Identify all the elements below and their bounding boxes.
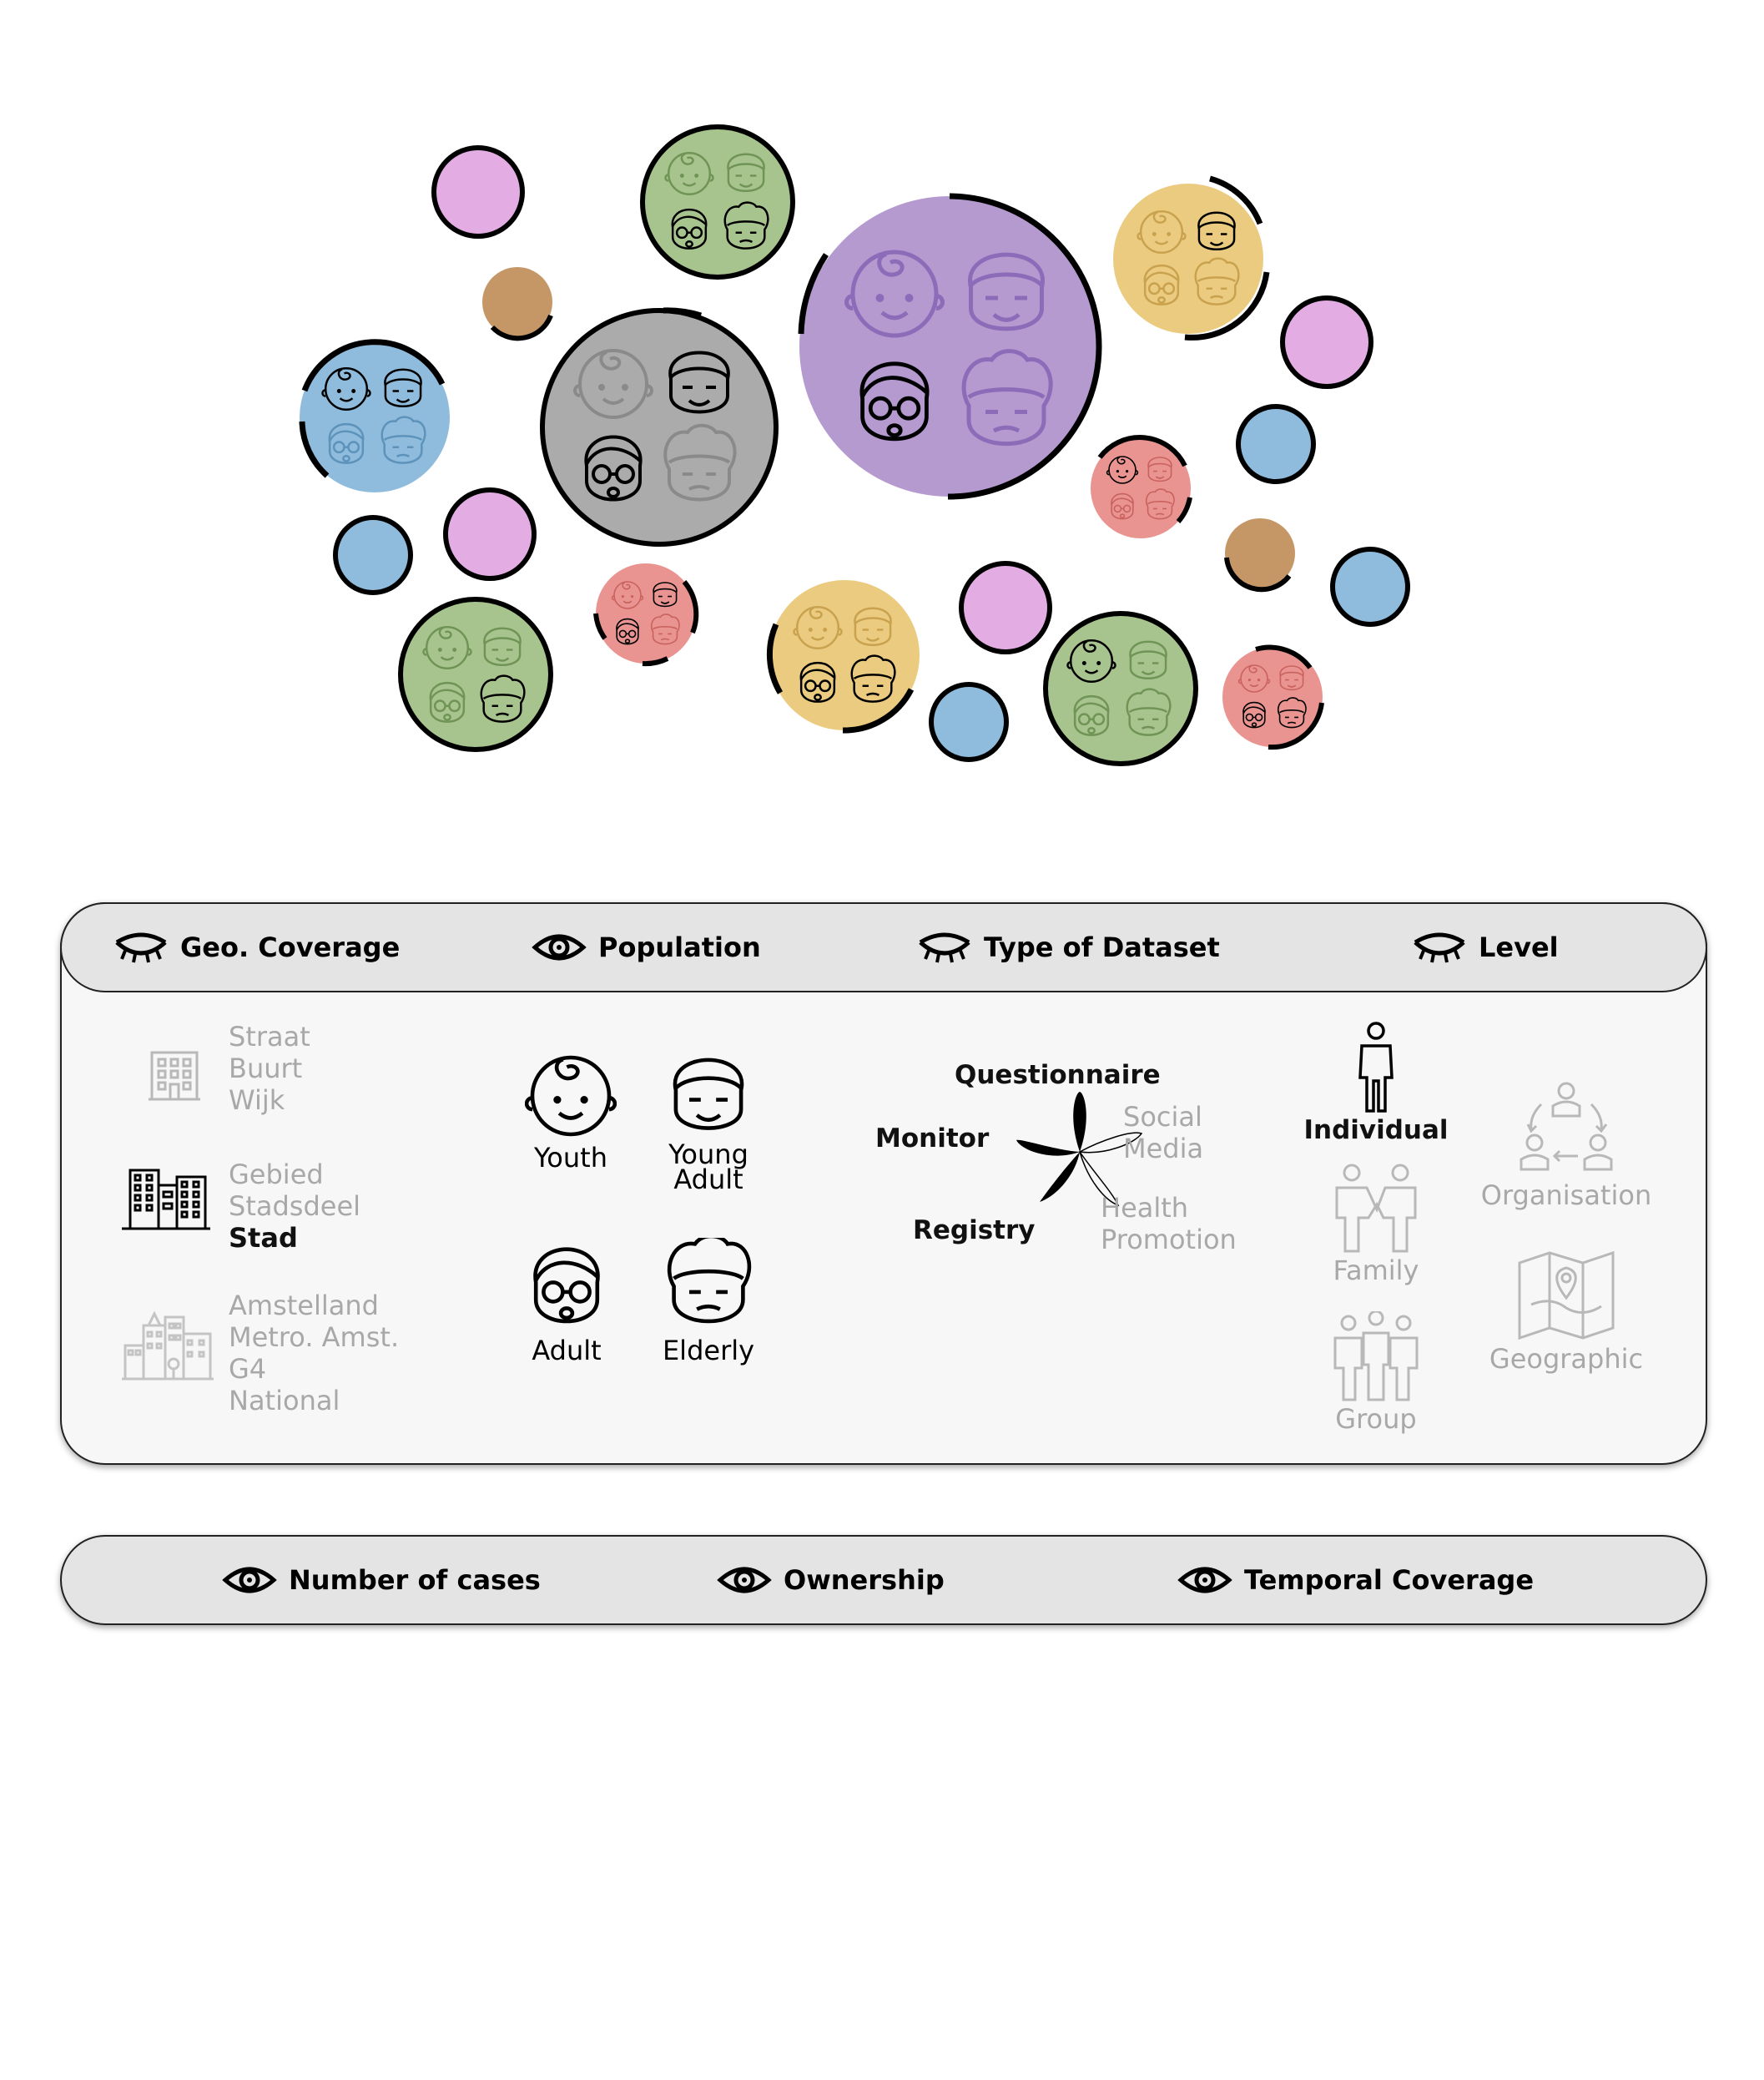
bubble-salmon-right[interactable] bbox=[1222, 644, 1324, 750]
organisation-icon bbox=[1520, 1082, 1613, 1171]
level-geographic[interactable]: Geographic bbox=[1479, 1246, 1654, 1375]
person-icon bbox=[1358, 1022, 1394, 1113]
population-label: Elderly bbox=[662, 1335, 755, 1366]
eye-closed-icon[interactable] bbox=[1412, 931, 1467, 964]
level-organisation[interactable]: Organisation bbox=[1479, 1079, 1654, 1211]
tab-label: Number of cases bbox=[289, 1564, 541, 1596]
bubble-pink[interactable] bbox=[443, 487, 537, 581]
population-young-adult[interactable]: Young Adult bbox=[650, 1050, 767, 1195]
dataset-option-monitor[interactable]: Monitor bbox=[875, 1123, 990, 1154]
population-youth[interactable]: Youth bbox=[512, 1050, 629, 1174]
tab-population[interactable]: Population bbox=[532, 904, 761, 991]
bubble-yellow-top[interactable] bbox=[1113, 175, 1270, 341]
tab-number-of-cases[interactable]: Number of cases bbox=[222, 1537, 541, 1623]
dataset-option-health-promotion[interactable]: Health Promotion bbox=[1101, 1192, 1237, 1255]
bubble-salmon-left[interactable] bbox=[593, 563, 699, 667]
tab-level[interactable]: Level bbox=[1412, 904, 1559, 991]
level-label: Group bbox=[1335, 1403, 1417, 1435]
population-label: Youth bbox=[534, 1142, 607, 1174]
tab-geo-coverage[interactable]: Geo. Coverage bbox=[113, 904, 400, 991]
tab-type-of-dataset[interactable]: Type of Dataset bbox=[917, 904, 1220, 991]
geo-option: G4 bbox=[229, 1353, 267, 1385]
bubble-pink[interactable] bbox=[431, 145, 525, 239]
eye-closed-icon[interactable] bbox=[113, 931, 169, 964]
bubble-brown[interactable] bbox=[482, 267, 553, 341]
dataset-bubble-cluster bbox=[299, 124, 1410, 766]
level-family[interactable]: Family bbox=[1293, 1163, 1459, 1286]
dataset-option-social-media[interactable]: Social Media bbox=[1123, 1101, 1204, 1164]
level-group[interactable]: Group bbox=[1293, 1311, 1459, 1435]
dataset-option-questionnaire[interactable]: Questionnaire bbox=[955, 1060, 1161, 1090]
geo-option: Stadsdeel bbox=[229, 1190, 361, 1222]
bubble-pink[interactable] bbox=[959, 561, 1052, 654]
eye-open-icon[interactable] bbox=[532, 931, 587, 964]
population-elderly[interactable]: Elderly bbox=[650, 1238, 767, 1366]
bubble-blue-left[interactable] bbox=[299, 339, 450, 492]
level-label: Family bbox=[1333, 1255, 1419, 1286]
filter-header-bar bbox=[59, 901, 1707, 992]
geo-option: Amstelland bbox=[229, 1290, 379, 1321]
bubble-green-bottom-right[interactable] bbox=[1043, 611, 1198, 766]
skyline-icon[interactable] bbox=[120, 1309, 215, 1384]
geo-option-selected: Stad bbox=[229, 1222, 298, 1254]
tab-label: Population bbox=[598, 931, 761, 963]
baby-face-icon bbox=[525, 1050, 617, 1142]
bubble-yellow-bottom[interactable] bbox=[766, 580, 920, 734]
eye-closed-icon[interactable] bbox=[917, 931, 972, 964]
population-label: Adult bbox=[532, 1335, 602, 1366]
bubble-salmon-center[interactable] bbox=[1091, 435, 1192, 538]
level-label: Organisation bbox=[1480, 1179, 1652, 1211]
bubble-green-bottom-left[interactable] bbox=[398, 597, 553, 752]
level-label: Individual bbox=[1303, 1115, 1449, 1145]
geo-option: Wijk bbox=[229, 1084, 285, 1116]
dataset-petal-selector-icon[interactable] bbox=[980, 1092, 1180, 1234]
geo-option-group-city[interactable]: Gebied Stadsdeel Stad bbox=[229, 1159, 360, 1254]
tab-label: Level bbox=[1479, 931, 1559, 963]
tab-temporal-coverage[interactable]: Temporal Coverage bbox=[1177, 1537, 1534, 1623]
level-individual[interactable]: Individual bbox=[1293, 1021, 1459, 1146]
population-label: Young Adult bbox=[668, 1138, 748, 1195]
tab-label: Temporal Coverage bbox=[1244, 1564, 1535, 1596]
geo-option-group-region[interactable]: Amstelland Metro. Amst. G4 National bbox=[229, 1290, 399, 1416]
bubble-blue[interactable] bbox=[1236, 404, 1316, 484]
tab-label: Type of Dataset bbox=[984, 931, 1220, 963]
family-icon bbox=[1335, 1164, 1417, 1253]
bubble-brown[interactable] bbox=[1224, 518, 1295, 593]
young-adult-face-icon bbox=[663, 1050, 754, 1142]
bubble-pink[interactable] bbox=[1280, 295, 1373, 389]
bubble-blue[interactable] bbox=[333, 515, 413, 595]
population-adult[interactable]: Adult bbox=[508, 1238, 625, 1366]
tab-label: Ownership bbox=[784, 1564, 945, 1596]
tab-ownership[interactable]: Ownership bbox=[717, 1537, 945, 1623]
adult-face-icon bbox=[521, 1238, 612, 1335]
geo-option: Straat bbox=[229, 1021, 310, 1053]
group-icon bbox=[1333, 1311, 1419, 1401]
map-pin-icon bbox=[1518, 1250, 1615, 1340]
eye-open-icon[interactable] bbox=[717, 1563, 772, 1597]
bubble-gray[interactable] bbox=[540, 307, 779, 547]
bubble-purple-large[interactable] bbox=[798, 193, 1102, 500]
city-buildings-icon[interactable] bbox=[120, 1167, 212, 1234]
geo-option-group-street[interactable]: Straat Buurt Wijk bbox=[229, 1021, 310, 1116]
bubble-green-top[interactable] bbox=[640, 124, 795, 280]
filter-panel: Geo. Coverage Population Type of Dataset… bbox=[59, 901, 1707, 1465]
bubble-blue[interactable] bbox=[1330, 547, 1410, 627]
elderly-face-icon bbox=[663, 1238, 754, 1335]
geo-option: Buurt bbox=[229, 1053, 303, 1084]
bubble-blue[interactable] bbox=[929, 682, 1009, 762]
eye-open-icon[interactable] bbox=[222, 1563, 277, 1597]
secondary-filter-bar: Number of cases Ownership Temporal Cover… bbox=[60, 1535, 1707, 1625]
geo-option: Gebied bbox=[229, 1159, 324, 1190]
geo-option: Metro. Amst. bbox=[229, 1321, 400, 1353]
level-label: Geographic bbox=[1489, 1343, 1644, 1375]
tab-label: Geo. Coverage bbox=[180, 931, 401, 963]
building-small-icon[interactable] bbox=[145, 1046, 204, 1104]
geo-option: National bbox=[229, 1385, 340, 1416]
dataset-option-registry[interactable]: Registry bbox=[913, 1215, 1036, 1245]
eye-open-icon[interactable] bbox=[1177, 1563, 1232, 1597]
